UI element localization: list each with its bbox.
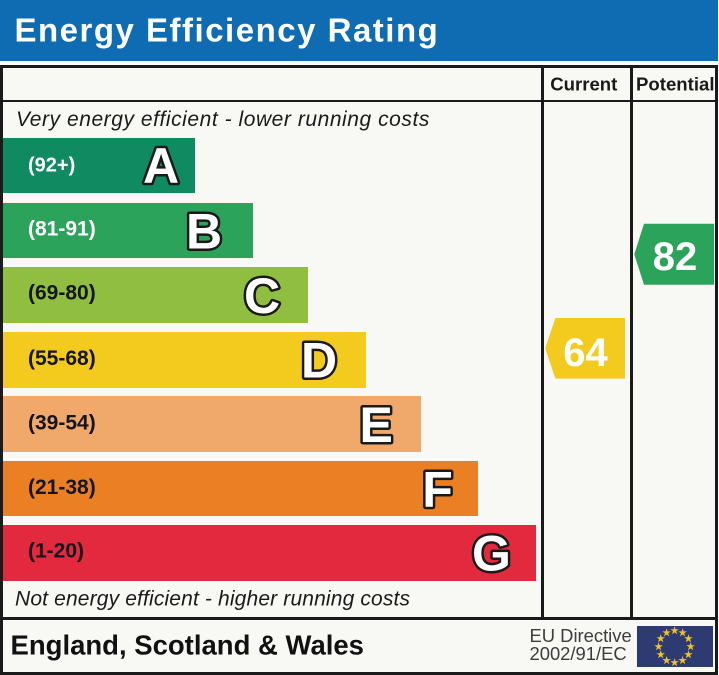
svg-text:(55-68): (55-68) [28,347,96,370]
svg-text:(39-54): (39-54) [28,412,96,435]
svg-text:82: 82 [653,235,698,279]
svg-text:E: E [360,397,393,453]
svg-text:Current: Current [550,73,617,94]
svg-text:(92+): (92+) [28,154,75,176]
svg-text:G: G [472,526,511,582]
svg-text:(81-91): (81-91) [28,217,96,240]
svg-text:Potential: Potential [636,73,715,94]
svg-text:D: D [301,333,337,389]
svg-text:England, Scotland & Wales: England, Scotland & Wales [11,629,364,660]
svg-text:B: B [186,204,222,260]
svg-text:Not energy efficient - higher: Not energy efficient - higher running co… [15,588,411,611]
svg-text:Energy Efficiency Rating: Energy Efficiency Rating [15,11,440,48]
svg-text:(69-80): (69-80) [28,281,96,304]
svg-text:EU Directive: EU Directive [530,625,632,646]
svg-text:A: A [143,138,179,194]
svg-text:(1-20): (1-20) [28,539,84,562]
svg-text:(21-38): (21-38) [28,476,96,499]
svg-text:F: F [422,462,453,518]
svg-text:2002/91/EC: 2002/91/EC [530,643,627,664]
svg-text:C: C [244,268,280,324]
svg-text:64: 64 [563,331,608,375]
svg-text:Very energy efficient - lower: Very energy efficient - lower running co… [16,108,430,131]
